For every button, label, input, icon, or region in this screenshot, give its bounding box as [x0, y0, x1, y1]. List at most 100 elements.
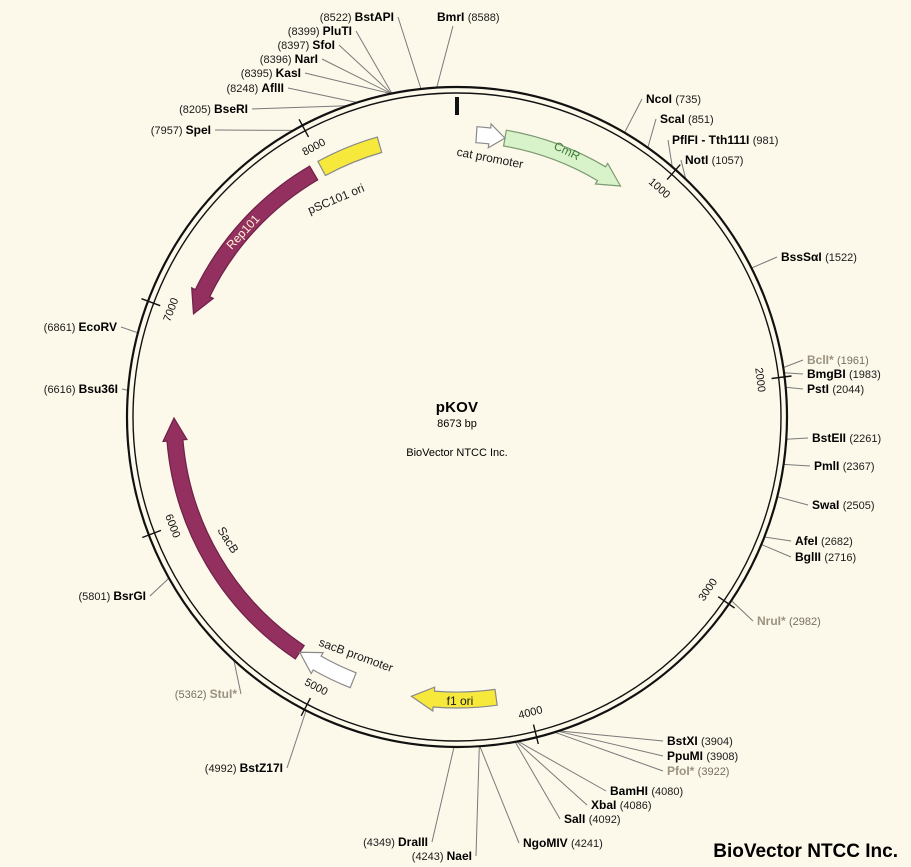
leader-line-ncoi [624, 98, 643, 133]
tick-7000 [141, 298, 161, 307]
tick-5000 [300, 697, 312, 717]
tick-2000 [771, 375, 792, 380]
leader-line-scai [647, 118, 657, 148]
tick-1000 [666, 164, 681, 181]
leader-line-bstz17i [286, 710, 307, 769]
site-label-bmri[interactable]: BmrI (8588) [437, 10, 499, 24]
leader-line-pflfi-tth111i [667, 139, 673, 167]
site-label-ngomiv[interactable]: NgoMIV (4241) [523, 836, 603, 850]
feature-cat-promoter[interactable] [475, 122, 506, 149]
feature-psc101-ori[interactable] [317, 136, 383, 177]
tick-4000 [532, 724, 539, 745]
site-label-psti[interactable]: PstI (2044) [807, 382, 864, 396]
leader-line-bmri [436, 25, 454, 88]
site-label-nrui[interactable]: NruI* (2982) [757, 614, 821, 628]
tick-label-2000: 2000 [752, 367, 767, 393]
tick-label-3000: 3000 [696, 576, 720, 603]
site-label-spei[interactable]: (7957) SpeI [151, 123, 211, 137]
plasmid-ring-inner [132, 92, 782, 742]
site-label-scai[interactable]: ScaI (851) [660, 112, 714, 126]
leader-line-draiii [431, 746, 455, 843]
leader-line-kasi [304, 72, 392, 95]
tick-3000 [717, 596, 735, 609]
leader-line-xbai [516, 741, 588, 806]
site-label-bsu36i[interactable]: (6616) Bsu36I [44, 382, 118, 396]
tick-label-4000: 4000 [517, 704, 544, 722]
tick-label-8000: 8000 [300, 136, 327, 158]
site-label-aflii[interactable]: (8248) AflII [226, 81, 284, 95]
tick-label-7000: 7000 [161, 296, 181, 323]
site-label-bsrgi[interactable]: (5801) BsrGI [78, 589, 146, 603]
leader-line-bmgbi [783, 372, 804, 375]
site-label-sali[interactable]: SalI (4092) [564, 812, 620, 826]
leader-line-sali [514, 741, 561, 820]
site-label-bstapi[interactable]: (8522) BstAPI [320, 10, 394, 24]
site-label-nari[interactable]: (8396) NarI [260, 52, 318, 66]
leader-line-swai [777, 496, 809, 506]
leader-line-nari [321, 58, 392, 95]
feature-f1-ori[interactable] [410, 686, 498, 713]
site-label-bsss-i[interactable]: BssSαI (1522) [781, 250, 857, 264]
site-label-pfoi[interactable]: PfoI* (3922) [667, 764, 729, 778]
feature-label-cat-promoter: cat promoter [456, 145, 525, 172]
feature-sacb-promoter[interactable] [298, 651, 357, 689]
plasmid-company: BioVector NTCC Inc. [406, 447, 508, 459]
site-label-bseri[interactable]: (8205) BseRI [179, 102, 248, 116]
feature-label-sacb: SacB [214, 524, 241, 556]
tick-label-5000: 5000 [302, 676, 329, 698]
site-label-bcli[interactable]: BclI* (1961) [807, 353, 869, 367]
site-label-naei[interactable]: (4243) NaeI [412, 849, 472, 863]
site-label-ecorv[interactable]: (6861) EcoRV [44, 320, 117, 334]
plasmid-name: pKOV [435, 399, 479, 416]
leader-line-ngomiv [479, 746, 520, 844]
site-label-bmgbi[interactable]: BmgBI (1983) [807, 367, 881, 381]
site-label-ppumi[interactable]: PpuMI (3908) [667, 749, 738, 763]
leader-line-bstxi [558, 730, 664, 742]
site-label-ncoi[interactable]: NcoI (735) [646, 92, 701, 106]
site-label-noti[interactable]: NotI (1057) [685, 153, 743, 167]
site-label-pluti[interactable]: (8399) PluTI [288, 24, 352, 38]
site-label-sfoi[interactable]: (8397) SfoI [277, 38, 335, 52]
leader-line-naei [475, 746, 480, 857]
leader-line-afei [764, 536, 792, 542]
site-label-bamhi[interactable]: BamHI (4080) [610, 784, 683, 798]
leader-line-sfoi [338, 44, 392, 94]
site-label-stui[interactable]: (5362) StuI* [175, 687, 238, 701]
feature-sacb[interactable] [162, 416, 306, 660]
site-label-bsteii[interactable]: BstEII (2261) [812, 431, 881, 445]
site-label-kasi[interactable]: (8395) KasI [241, 66, 301, 80]
feature-label-psc101-ori: pSC101 ori [306, 181, 367, 217]
leader-line-nrui [730, 600, 754, 622]
site-label-bstz17i[interactable]: (4992) BstZ17I [205, 761, 283, 775]
tick-label-6000: 6000 [162, 513, 182, 540]
site-label-bstxi[interactable]: BstXI (3904) [667, 734, 733, 748]
site-label-xbai[interactable]: XbaI (4086) [591, 798, 651, 812]
leader-line-bsss-i [751, 256, 778, 269]
site-label-swai[interactable]: SwaI (2505) [812, 498, 874, 512]
site-label-bglii[interactable]: BglII (2716) [795, 550, 856, 564]
leader-line-aflii [287, 87, 358, 103]
leader-line-ppumi [557, 730, 664, 757]
leader-line-pfoi [554, 731, 664, 772]
feature-label-rep101: Rep101 [224, 212, 263, 253]
site-label-draiii[interactable]: (4349) DraIII [363, 835, 428, 849]
site-label-afei[interactable]: AfeI (2682) [795, 534, 853, 548]
leader-line-pmli [783, 463, 811, 467]
site-label-pmli[interactable]: PmlI (2367) [814, 459, 874, 473]
feature-rep101[interactable] [191, 165, 319, 315]
leader-line-psti [785, 386, 804, 390]
leader-line-bsrgi [149, 577, 170, 597]
plasmid-ring-outer [125, 85, 789, 749]
feature-cmr[interactable] [502, 129, 622, 187]
leader-line-bamhi [517, 740, 607, 792]
tick-8000 [298, 118, 310, 138]
leader-line-noti [680, 159, 687, 180]
tick-6000 [142, 529, 162, 539]
leader-line-ecorv [120, 326, 139, 334]
plasmid-title-block: pKOV 8673 bp BioVector NTCC Inc. [307, 399, 607, 459]
leader-line-stui [233, 659, 242, 695]
leader-line-bstapi [397, 16, 422, 90]
feature-label-f1-ori: f1 ori [447, 694, 474, 708]
site-label-pflfi-tth111i[interactable]: PflFI - Tth111I (981) [672, 133, 778, 147]
